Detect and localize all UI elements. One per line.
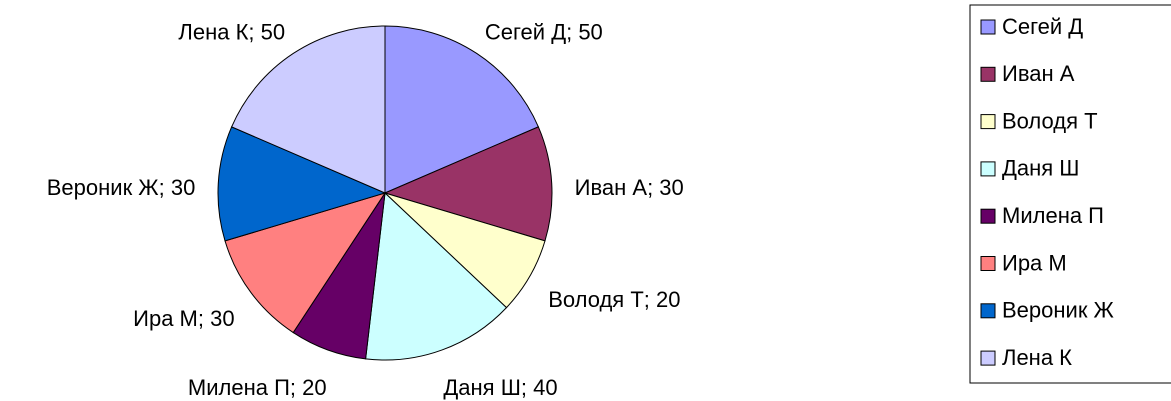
legend-swatch [980,66,996,82]
data-label: Лена К; 50 [178,20,285,45]
data-label: Володя Т; 20 [548,287,680,312]
data-label: Ира М; 30 [133,306,234,331]
pie-slice [224,192,387,334]
legend-swatch [980,303,996,319]
legend-label: Милена П [1002,203,1104,228]
legend-swatch [980,208,996,224]
legend-label: Сегей Д [1002,14,1083,39]
data-label: Даня Ш; 40 [443,375,557,400]
legend-box [969,4,1171,384]
legend-label: Даня Ш [1002,156,1079,181]
pie-slice [365,191,508,361]
legend-label: Иван А [1002,61,1075,86]
data-label: Сегей Д; 50 [485,20,603,45]
legend-label: Ира М [1002,250,1067,275]
data-label: Вероник Ж; 30 [47,175,196,200]
legend-swatch [980,114,996,130]
pie-slice [384,25,539,194]
legend-swatch [980,350,996,366]
pie-slice [231,25,386,194]
legend-swatch [980,256,996,271]
legend-label: Лена К [1002,345,1072,370]
pie-slice [383,126,553,242]
data-label: Иван А; 30 [575,175,684,200]
data-label: Милена П; 20 [188,375,327,400]
legend-label: Володя Т [1002,108,1098,133]
legend-label: Вероник Ж [1002,298,1115,323]
legend-swatch [980,161,996,177]
pie-slice [217,126,387,242]
legend-swatch [980,19,996,35]
